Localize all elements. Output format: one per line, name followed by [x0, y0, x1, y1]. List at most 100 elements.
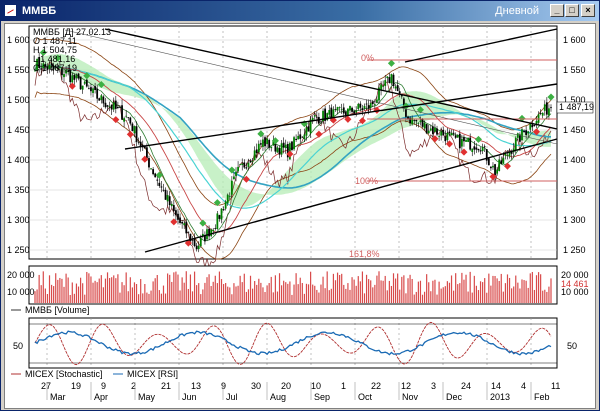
candle-body: [87, 88, 90, 90]
candle-body: [340, 109, 343, 111]
candle-body: [419, 120, 422, 123]
title-bar[interactable]: ММВБ Дневной _ □ ×: [1, 1, 599, 21]
volume-bar: [349, 289, 351, 303]
volume-bar: [409, 274, 411, 303]
oscillator-grid: [29, 318, 557, 368]
volume-bar: [233, 283, 235, 303]
volume-bar: [411, 278, 413, 303]
axis-day-label: 11: [551, 381, 560, 391]
candle-body: [363, 105, 366, 109]
volume-bar: [392, 273, 395, 303]
volume-bar: [357, 276, 359, 303]
volume-bar: [69, 294, 71, 303]
candle-body: [245, 167, 248, 169]
candle-body: [133, 126, 136, 134]
axis-day-label: 27: [41, 381, 51, 391]
candlesticks: [34, 52, 552, 253]
volume-bar: [98, 278, 100, 303]
price-axis: 1 600 1 600 1 550 1 550 1 500 1 500 1 450 1 450…: [7, 35, 586, 255]
volume-bar: [370, 280, 372, 303]
oscillator-lines: [34, 321, 552, 366]
candle-body: [264, 137, 266, 147]
volume-bar: [88, 273, 90, 303]
axis-month-label: Mar: [50, 392, 66, 402]
maximize-button[interactable]: □: [565, 4, 579, 17]
candle-body: [102, 96, 105, 104]
volume-panel-frame: [28, 265, 558, 305]
candle-body: [347, 108, 349, 116]
volume-bar: [494, 275, 496, 303]
volume-bar: [171, 281, 173, 303]
volume-bar: [448, 282, 451, 303]
lagging-line: [34, 61, 552, 269]
candle-body: [274, 141, 277, 152]
price-panel[interactable]: 1 600 1 600 1 550 1 550 1 500 1 500 1 450 1 450…: [7, 25, 594, 269]
oscillator-panel[interactable]: 50 50 MICEX [Stochastic] MICEX [RSI]: [11, 317, 577, 379]
candle-body: [220, 208, 223, 220]
candle-body: [270, 146, 273, 149]
volume-bar: [237, 285, 239, 303]
red-signal-marker: [141, 155, 149, 163]
volume-bar: [471, 292, 473, 303]
volume-bar: [548, 286, 550, 303]
volume-bar: [42, 271, 44, 303]
candle-body: [218, 215, 221, 219]
volume-bar: [531, 271, 533, 303]
candle-body: [427, 130, 430, 134]
axis-day-label: 30: [251, 381, 261, 391]
close-button[interactable]: ×: [581, 4, 595, 17]
chart-area[interactable]: 1 600 1 600 1 550 1 550 1 500 1 500 1 450 1 450…: [4, 23, 596, 409]
volume-bar: [272, 292, 274, 303]
candle-body: [315, 116, 318, 118]
volume-bar: [287, 283, 289, 303]
minimize-button[interactable]: _: [550, 4, 564, 17]
red-signal-marker: [445, 140, 453, 148]
info-line: О 1 487,11: [33, 36, 77, 46]
volume-bar: [202, 289, 204, 303]
volume-bar: [144, 284, 146, 303]
volume-bar: [355, 285, 357, 303]
candle-body: [56, 68, 59, 70]
osc-tick-right: 50: [567, 341, 577, 351]
candle-body: [309, 119, 312, 134]
ma-fast: [34, 64, 552, 242]
candle-body: [183, 223, 186, 226]
candle-body: [392, 74, 395, 87]
volume-bar: [113, 275, 115, 303]
price-tick-right: 1 400: [563, 155, 586, 165]
volume-bar: [204, 282, 206, 303]
axis-day-label: 14: [491, 381, 501, 391]
candle-body: [75, 75, 78, 79]
volume-bar: [191, 291, 194, 303]
candle-body: [291, 141, 293, 151]
candle-body: [284, 144, 287, 148]
candle-body: [485, 149, 488, 161]
candle-body: [131, 123, 134, 132]
volume-bar: [316, 289, 318, 303]
volume-bar: [218, 271, 221, 303]
volume-bar: [133, 282, 136, 303]
candle-body: [293, 137, 295, 150]
volume-bar: [65, 273, 67, 303]
volume-bar: [341, 273, 343, 303]
volume-bar: [334, 280, 337, 303]
volume-bar: [285, 282, 287, 303]
candle-body: [440, 131, 443, 136]
volume-bar: [440, 288, 442, 303]
candle-body: [199, 237, 202, 247]
volume-bar: [193, 271, 196, 303]
trend-line: [144, 138, 558, 253]
candle-body: [514, 137, 517, 151]
candle-body: [336, 107, 339, 111]
candle-body: [112, 102, 115, 110]
axis-day-label: 4: [521, 381, 526, 391]
volume-bar: [55, 273, 57, 303]
volume-bar: [320, 284, 322, 303]
volume-panel[interactable]: 20 000 10 000 20 000 10 000 14 461 ММВБ …: [7, 265, 589, 315]
volume-bar: [131, 287, 133, 303]
candle-body: [143, 145, 146, 149]
candle-body: [471, 148, 474, 152]
candle-body: [328, 110, 331, 115]
candle-body: [508, 152, 511, 157]
